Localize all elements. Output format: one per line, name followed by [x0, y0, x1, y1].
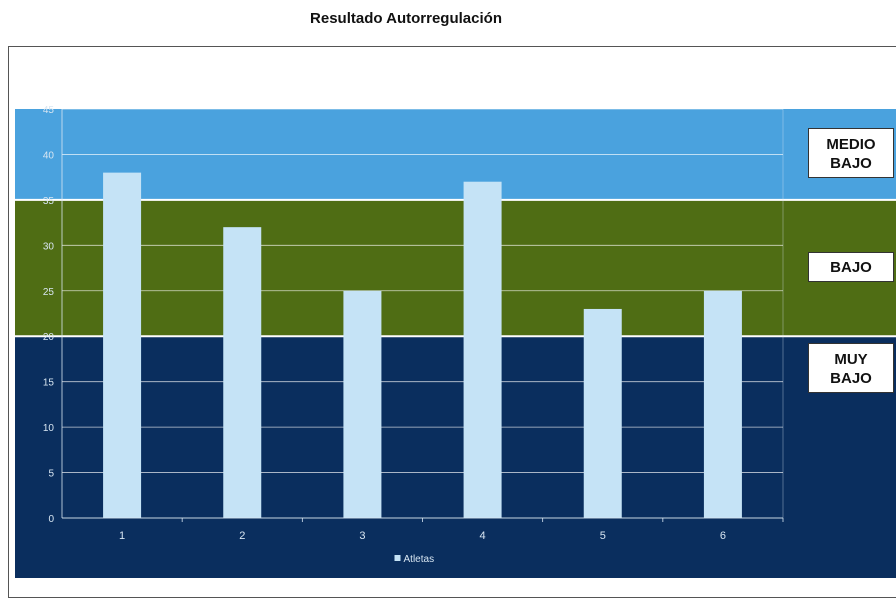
zone-label-line: BAJO	[830, 155, 872, 173]
bar-5	[583, 308, 622, 518]
chart-title: Resultado Autorregulación	[310, 10, 502, 27]
x-tick-label: 3	[359, 530, 365, 542]
zone-label-line: MUY	[834, 351, 868, 369]
x-tick-label: 5	[600, 530, 606, 542]
zone-band-bajo	[15, 199, 896, 337]
bar-1	[103, 172, 142, 518]
y-tick-label: 30	[43, 241, 55, 252]
legend-label: Atletas	[404, 554, 435, 565]
zone-label-bajo: BAJO	[808, 252, 894, 283]
x-tick-label: 2	[239, 530, 245, 542]
zone-label-line: BAJO	[830, 259, 872, 277]
y-tick-label: 0	[48, 514, 54, 525]
zone-label-line: MEDIO	[826, 136, 876, 154]
zone-band-muy-bajo	[15, 336, 896, 578]
y-tick-label: 5	[48, 469, 54, 480]
legend-swatch	[394, 555, 401, 561]
y-tick-label: 25	[43, 287, 55, 298]
bar-4	[463, 181, 502, 518]
x-tick-label: 1	[119, 530, 125, 542]
zone-label-medio-bajo: MEDIO BAJO	[808, 128, 894, 179]
y-tick-label: 45	[43, 105, 55, 116]
y-tick-label: 10	[43, 423, 55, 434]
x-tick-label: 6	[720, 530, 726, 542]
x-tick-label: 4	[480, 530, 486, 542]
bar-2	[223, 227, 262, 518]
bar-3	[343, 290, 382, 518]
y-tick-label: 40	[43, 150, 55, 161]
zone-label-muy-bajo: MUY BAJO	[808, 343, 894, 394]
bar-6	[703, 290, 742, 518]
y-tick-label: 20	[43, 332, 55, 343]
y-tick-label: 35	[43, 196, 55, 207]
chart-frame: 0 5 10 15 20 25 30 35 40 45 1 2 3 4 5 6 Atletas	[8, 46, 896, 598]
y-tick-label: 15	[43, 378, 55, 389]
zone-label-line: BAJO	[830, 370, 872, 388]
